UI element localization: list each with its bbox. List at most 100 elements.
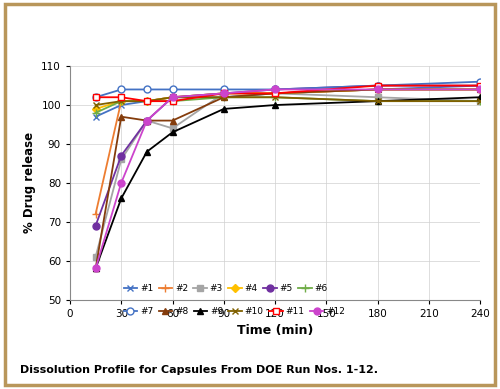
#4 bbox=[477, 87, 483, 92]
#9 bbox=[170, 130, 175, 135]
#10 bbox=[477, 99, 483, 103]
#1 bbox=[118, 103, 124, 107]
Line: #12: #12 bbox=[92, 86, 483, 272]
#9 bbox=[118, 196, 124, 201]
#11 bbox=[272, 91, 278, 96]
#3 bbox=[144, 118, 150, 123]
#4 bbox=[272, 91, 278, 96]
#8 bbox=[477, 87, 483, 92]
#1 bbox=[374, 87, 380, 92]
#3 bbox=[118, 157, 124, 162]
#12 bbox=[170, 95, 175, 100]
X-axis label: Time (min): Time (min) bbox=[237, 324, 313, 337]
#6 bbox=[170, 99, 175, 103]
#8 bbox=[272, 91, 278, 96]
#7 bbox=[118, 87, 124, 92]
#1 bbox=[477, 83, 483, 88]
#2 bbox=[144, 99, 150, 103]
#12 bbox=[477, 87, 483, 92]
#2 bbox=[118, 99, 124, 103]
#4 bbox=[118, 99, 124, 103]
#5 bbox=[374, 83, 380, 88]
#5 bbox=[221, 91, 227, 96]
Line: #10: #10 bbox=[92, 94, 483, 109]
#2 bbox=[221, 91, 227, 96]
#5 bbox=[92, 223, 98, 228]
#8 bbox=[92, 266, 98, 271]
#2 bbox=[477, 87, 483, 92]
#2 bbox=[170, 95, 175, 100]
#10 bbox=[92, 103, 98, 107]
#12 bbox=[221, 91, 227, 96]
#6 bbox=[272, 95, 278, 100]
#7 bbox=[170, 87, 175, 92]
Line: #4: #4 bbox=[93, 87, 483, 112]
#3 bbox=[477, 99, 483, 103]
Line: #11: #11 bbox=[93, 83, 483, 104]
#6 bbox=[374, 99, 380, 103]
#12 bbox=[374, 87, 380, 92]
#10 bbox=[272, 95, 278, 100]
#9 bbox=[221, 107, 227, 111]
#9 bbox=[272, 103, 278, 107]
#3 bbox=[374, 95, 380, 100]
#11 bbox=[221, 91, 227, 96]
#5 bbox=[118, 153, 124, 158]
#4 bbox=[92, 107, 98, 111]
#6 bbox=[92, 110, 98, 115]
#7 bbox=[144, 87, 150, 92]
#10 bbox=[374, 99, 380, 103]
#10 bbox=[170, 95, 175, 100]
#6 bbox=[477, 99, 483, 103]
#2 bbox=[92, 212, 98, 216]
#7 bbox=[477, 79, 483, 84]
Y-axis label: % Drug release: % Drug release bbox=[22, 132, 36, 233]
#4 bbox=[144, 99, 150, 103]
Line: #8: #8 bbox=[93, 87, 483, 271]
#12 bbox=[92, 266, 98, 271]
#11 bbox=[374, 83, 380, 88]
#1 bbox=[144, 99, 150, 103]
#11 bbox=[170, 99, 175, 103]
Legend: #7, #8, #9, #10, #11, #12: #7, #8, #9, #10, #11, #12 bbox=[124, 307, 345, 316]
#9 bbox=[374, 99, 380, 103]
Line: #1: #1 bbox=[92, 82, 483, 120]
Line: #3: #3 bbox=[93, 91, 483, 259]
#5 bbox=[144, 118, 150, 123]
#4 bbox=[221, 91, 227, 96]
#9 bbox=[477, 95, 483, 100]
#11 bbox=[92, 95, 98, 100]
#4 bbox=[374, 87, 380, 92]
Text: Dissolution Profile for Capsules From DOE Run Nos. 1-12.: Dissolution Profile for Capsules From DO… bbox=[20, 365, 378, 375]
#1 bbox=[221, 95, 227, 100]
Line: #5: #5 bbox=[92, 82, 483, 229]
#3 bbox=[92, 254, 98, 259]
#7 bbox=[374, 83, 380, 88]
#10 bbox=[144, 99, 150, 103]
#10 bbox=[118, 99, 124, 103]
#3 bbox=[170, 126, 175, 131]
#6 bbox=[221, 95, 227, 100]
#11 bbox=[477, 83, 483, 88]
Line: #9: #9 bbox=[92, 94, 483, 272]
#12 bbox=[118, 180, 124, 185]
Line: #7: #7 bbox=[92, 78, 483, 101]
#2 bbox=[374, 87, 380, 92]
#8 bbox=[170, 118, 175, 123]
Text: F I G U R E   1: F I G U R E 1 bbox=[178, 16, 322, 34]
#12 bbox=[272, 87, 278, 92]
Line: #2: #2 bbox=[92, 85, 484, 218]
#1 bbox=[92, 114, 98, 119]
#4 bbox=[170, 95, 175, 100]
#6 bbox=[118, 99, 124, 103]
#3 bbox=[272, 91, 278, 96]
#7 bbox=[92, 95, 98, 100]
#2 bbox=[272, 91, 278, 96]
#6 bbox=[144, 99, 150, 103]
#8 bbox=[221, 95, 227, 100]
#8 bbox=[144, 118, 150, 123]
#9 bbox=[144, 149, 150, 154]
#11 bbox=[118, 95, 124, 100]
#5 bbox=[477, 83, 483, 88]
#5 bbox=[272, 87, 278, 92]
